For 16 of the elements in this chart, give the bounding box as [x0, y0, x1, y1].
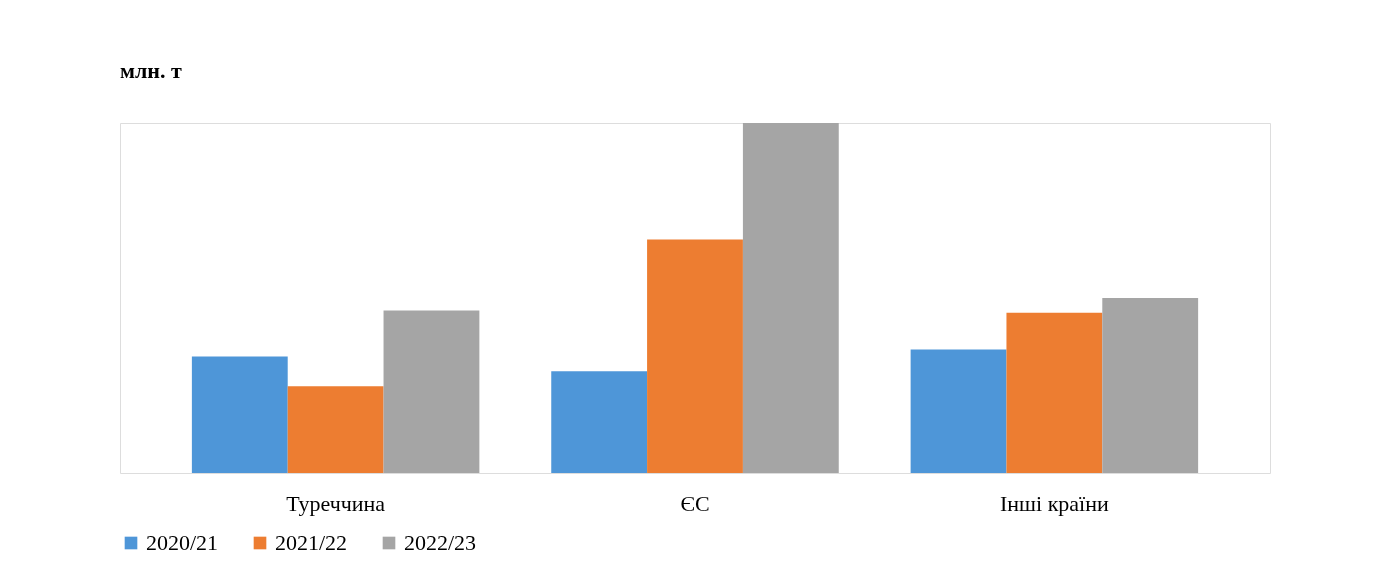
- x-tick-label: Туреччина: [286, 490, 386, 516]
- legend-label: 2021/22: [275, 530, 348, 555]
- bar: [647, 239, 743, 473]
- bar: [191, 356, 288, 473]
- legend-label: 2020/21: [146, 530, 219, 555]
- bar: [1102, 298, 1199, 473]
- x-tick-label: Інші країни: [999, 490, 1109, 516]
- bar: [910, 349, 1007, 473]
- bar: [551, 371, 648, 473]
- x-tick-label: ЄС: [680, 490, 710, 516]
- bar: [383, 310, 480, 473]
- legend-label: 2022/23: [404, 530, 477, 555]
- bar: [287, 386, 384, 473]
- bar: [1006, 312, 1103, 473]
- bar: [742, 123, 839, 473]
- chart-title: млн. т: [120, 58, 182, 83]
